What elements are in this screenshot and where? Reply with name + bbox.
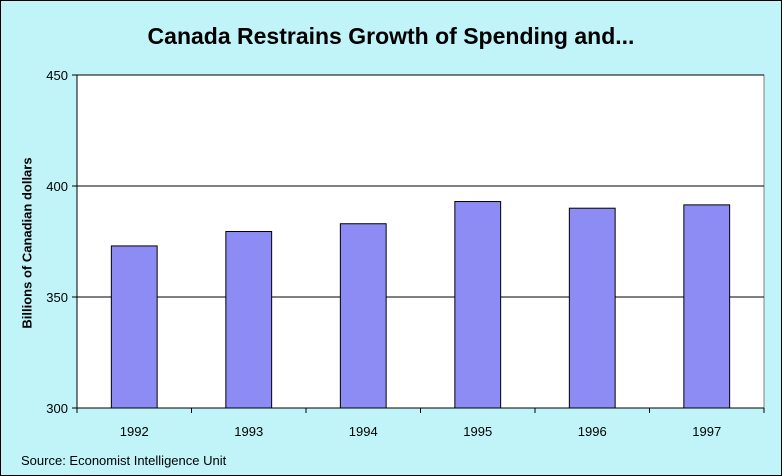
chart-title: Canada Restrains Growth of Spending and.… [147,23,635,49]
source-note: Source: Economist Intelligence Unit [21,453,227,468]
y-tick-label: 300 [46,401,68,416]
x-tick-label: 1993 [234,424,263,439]
bar-1993 [225,231,273,409]
x-tick-label: 1997 [692,424,721,439]
bar-1995 [454,201,502,409]
x-tick-label: 1994 [349,424,378,439]
y-tick-label: 350 [46,290,68,305]
bar-1996 [568,207,616,409]
x-tick-label: 1992 [120,424,149,439]
plot-area [76,74,765,409]
bar-1994 [339,223,387,409]
bar-1992 [110,245,158,409]
x-tick-label: 1996 [578,424,607,439]
x-tick-label: 1995 [463,424,492,439]
y-tick-label: 400 [46,179,68,194]
bar-1997 [683,204,731,409]
y-tick-label: 450 [46,68,68,83]
